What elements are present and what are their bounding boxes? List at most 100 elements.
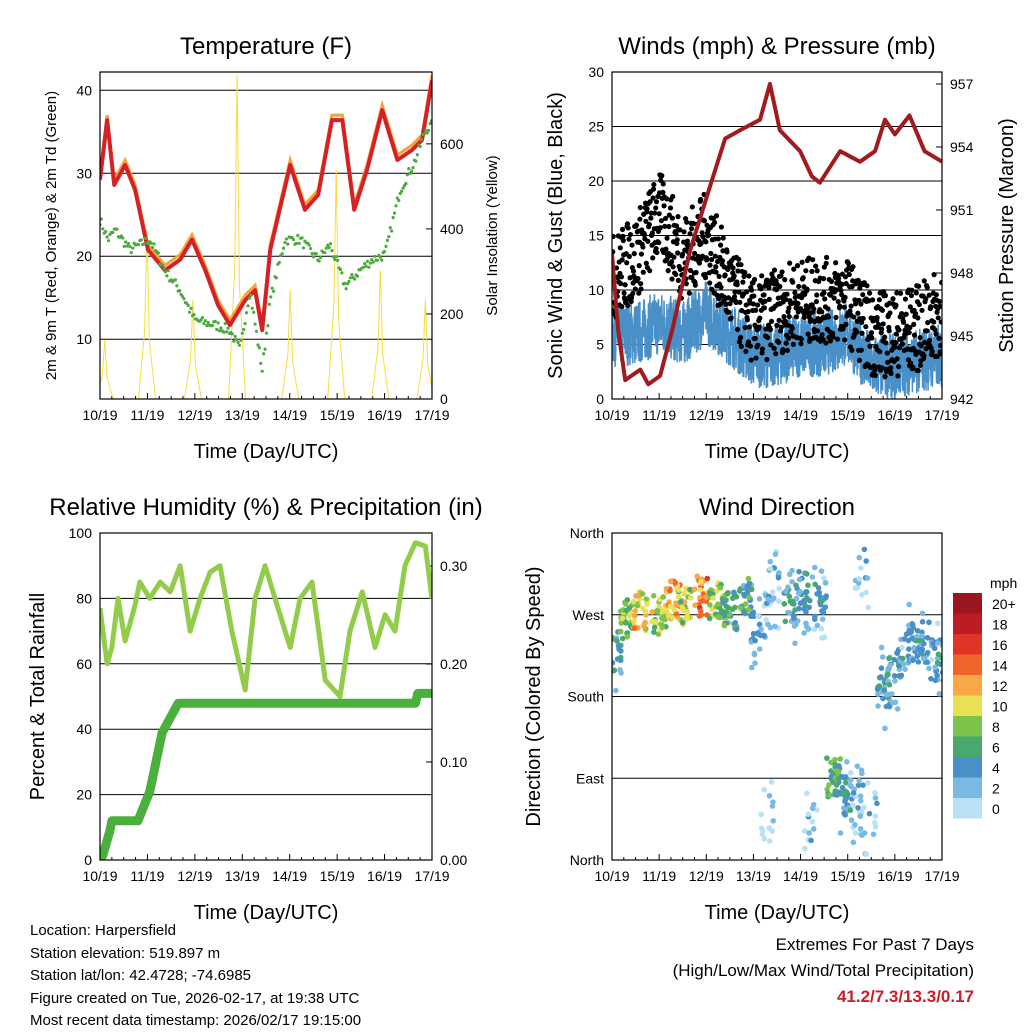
wind-direction-point bbox=[801, 845, 808, 852]
extremes-box: Extremes For Past 7 Days (High/Low/Max W… bbox=[673, 932, 974, 1010]
panel-2: Relative Humidity (%) & Precipitation (i… bbox=[27, 494, 483, 924]
x-tick-label: 17/19 bbox=[414, 407, 449, 423]
plot-area bbox=[100, 74, 432, 399]
dewpoint-point bbox=[375, 258, 380, 262]
dewpoint-point bbox=[205, 323, 209, 328]
elevation-text: Station elevation: 519.897 m bbox=[30, 944, 221, 962]
wind-direction-point bbox=[852, 822, 858, 828]
wind-direction-point bbox=[776, 585, 783, 592]
dewpoint-point bbox=[297, 241, 301, 245]
wind-direction-point bbox=[819, 598, 825, 604]
wind-direction-point bbox=[858, 565, 864, 571]
y-tick-label: South bbox=[567, 689, 604, 705]
gust-point bbox=[755, 342, 761, 348]
wind-direction-point bbox=[852, 830, 859, 836]
gust-point bbox=[850, 264, 856, 270]
wind-direction-point bbox=[934, 640, 941, 646]
y-tick-label: 30 bbox=[76, 165, 92, 181]
gust-point bbox=[863, 324, 869, 330]
wind-direction-point bbox=[855, 805, 861, 811]
gust-point bbox=[647, 268, 653, 274]
dewpoint-point bbox=[296, 233, 300, 238]
gust-point bbox=[791, 266, 797, 272]
wind-direction-point bbox=[769, 589, 776, 595]
gust-point bbox=[764, 356, 770, 363]
wind-direction-point bbox=[828, 768, 834, 774]
gust-point bbox=[671, 254, 677, 260]
wind-direction-point bbox=[847, 777, 854, 783]
dewpoint-point bbox=[390, 229, 394, 233]
gust-point bbox=[925, 319, 931, 326]
gust-point bbox=[899, 310, 905, 317]
wind-direction-point bbox=[924, 649, 931, 656]
gust-point bbox=[650, 195, 656, 201]
wind-direction-point bbox=[792, 640, 798, 647]
x-tick-label: 13/19 bbox=[225, 868, 260, 884]
dewpoint-point bbox=[391, 215, 395, 220]
gust-point bbox=[801, 314, 807, 320]
gust-point bbox=[629, 295, 635, 301]
wind-direction-point bbox=[710, 595, 717, 601]
dewpoint-point bbox=[355, 274, 360, 278]
plot-frame bbox=[611, 532, 943, 861]
dewpoint-point bbox=[317, 259, 321, 263]
gust-point bbox=[931, 272, 937, 278]
gust-point bbox=[734, 282, 740, 288]
x-tick-label: 15/19 bbox=[320, 868, 355, 884]
gust-point bbox=[860, 292, 866, 298]
dewpoint-point bbox=[213, 319, 217, 323]
plot-frame bbox=[99, 71, 433, 400]
gust-point bbox=[932, 327, 938, 333]
wind-direction-point bbox=[776, 598, 782, 605]
wind-direction-point bbox=[605, 622, 611, 628]
wind-direction-point bbox=[850, 839, 857, 846]
wind-direction-point bbox=[723, 609, 729, 615]
dewpoint-point bbox=[415, 153, 419, 157]
wind-direction-point bbox=[841, 810, 847, 817]
gust-point bbox=[822, 296, 828, 302]
dewpoint-point bbox=[370, 257, 374, 262]
y-tick-label: 20 bbox=[76, 787, 92, 803]
gust-point bbox=[766, 284, 772, 291]
wind-direction-point bbox=[856, 554, 863, 561]
wind-direction-point bbox=[905, 646, 912, 652]
gust-point bbox=[848, 303, 854, 309]
wind-direction-point bbox=[832, 756, 838, 763]
gust-point bbox=[757, 315, 763, 321]
gust-point bbox=[619, 257, 625, 263]
gust-point bbox=[688, 226, 695, 232]
gust-point bbox=[712, 253, 718, 259]
wind-direction-point bbox=[906, 601, 912, 608]
gust-point bbox=[675, 277, 681, 283]
y-tick-label: 60 bbox=[76, 656, 92, 672]
dewpoint-point bbox=[318, 255, 323, 260]
wind-direction-point bbox=[612, 634, 615, 641]
gust-point bbox=[849, 283, 855, 290]
gust-point bbox=[724, 249, 730, 255]
gust-point bbox=[650, 255, 656, 261]
wind-direction-point bbox=[634, 602, 641, 609]
gust-point bbox=[620, 233, 626, 239]
gust-point bbox=[786, 313, 792, 320]
wind-direction-point bbox=[857, 825, 864, 832]
gust-point bbox=[693, 269, 699, 276]
gust-point bbox=[638, 251, 645, 257]
wind-direction-point bbox=[910, 657, 916, 663]
x-tick-label: 15/19 bbox=[320, 407, 355, 423]
gust-point bbox=[876, 297, 882, 303]
wind-direction-point bbox=[818, 568, 825, 574]
wind-direction-point bbox=[856, 777, 862, 784]
legend-swatch bbox=[953, 593, 982, 614]
dewpoint-point bbox=[378, 255, 382, 259]
gust-point bbox=[810, 257, 816, 263]
x-tick-label: 12/19 bbox=[177, 868, 212, 884]
dewpoint-point bbox=[328, 242, 333, 246]
dewpoint-point bbox=[223, 321, 227, 326]
wind-direction-point bbox=[842, 796, 849, 803]
dewpoint-point bbox=[182, 297, 186, 301]
gust-point bbox=[759, 273, 765, 279]
gust-point bbox=[874, 315, 880, 321]
gust-point bbox=[926, 337, 933, 343]
gust-point bbox=[673, 231, 679, 237]
